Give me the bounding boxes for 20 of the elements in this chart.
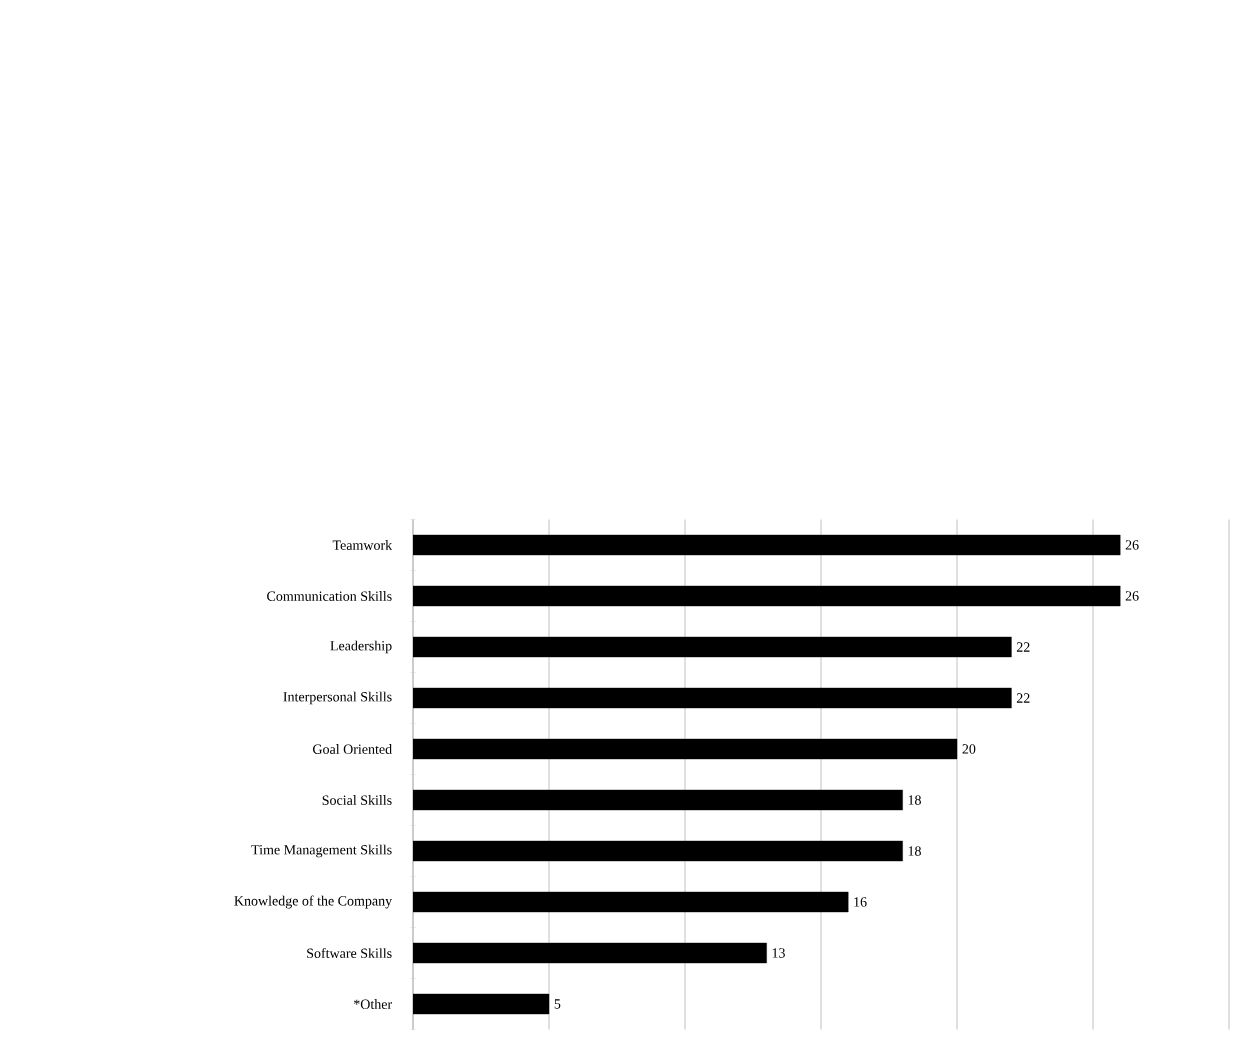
data-label: 22 bbox=[1016, 693, 1030, 703]
y-tick-label: Knowledge of the Company bbox=[234, 895, 393, 909]
y-tick-label: Software Skills bbox=[307, 948, 392, 958]
y-tick-label: Teamwork bbox=[332, 540, 393, 550]
data-label: 26 bbox=[1125, 591, 1139, 601]
data-label: 18 bbox=[908, 795, 921, 805]
data-label: 22 bbox=[1016, 642, 1030, 652]
data-label: 18 bbox=[908, 846, 921, 856]
data-label: 20 bbox=[962, 744, 976, 754]
data-label: 16 bbox=[854, 897, 867, 907]
y-tick-label: *Other bbox=[353, 999, 393, 1009]
y-tick-label: Interpersonal Skills bbox=[283, 691, 392, 705]
y-tick-label: Goal Oriented bbox=[313, 744, 392, 754]
y-tick-label: Communication Skills bbox=[267, 591, 392, 601]
data-label: 13 bbox=[772, 948, 785, 958]
data-label: 5 bbox=[554, 999, 561, 1009]
data-label: 26 bbox=[1125, 540, 1139, 550]
y-tick-label: Time Management Skills bbox=[251, 844, 392, 858]
y-tick-label: Social Skills bbox=[322, 795, 392, 805]
y-tick-label: Leadership bbox=[330, 640, 392, 654]
